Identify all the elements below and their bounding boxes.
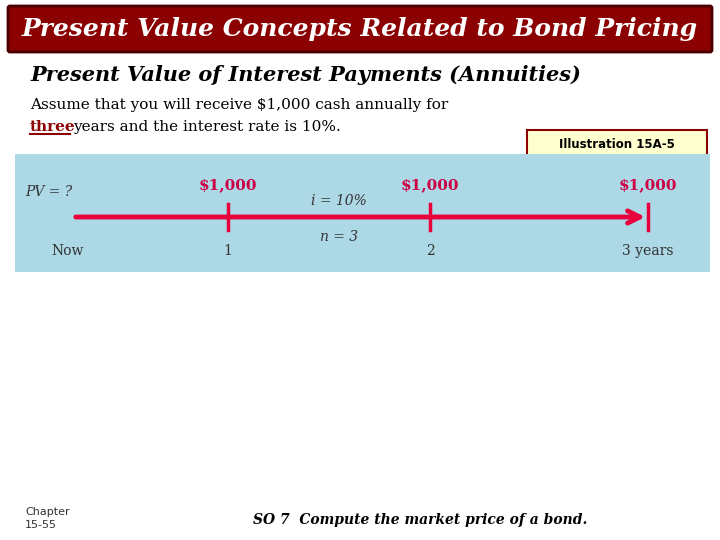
Text: n = 3: n = 3 xyxy=(320,230,358,244)
Text: three: three xyxy=(30,120,76,134)
Text: 15-55: 15-55 xyxy=(25,520,57,530)
FancyBboxPatch shape xyxy=(15,154,710,272)
Text: SO 7  Compute the market price of a bond.: SO 7 Compute the market price of a bond. xyxy=(253,513,588,527)
Text: $1,000: $1,000 xyxy=(199,178,257,192)
Text: Illustration 15A-5: Illustration 15A-5 xyxy=(559,138,675,151)
Text: 2: 2 xyxy=(426,244,434,258)
Text: Chapter: Chapter xyxy=(25,507,70,517)
FancyBboxPatch shape xyxy=(8,6,712,52)
Text: PV = ?: PV = ? xyxy=(25,185,72,199)
Text: years and the interest rate is 10%.: years and the interest rate is 10%. xyxy=(73,120,341,134)
Text: Now: Now xyxy=(52,244,84,258)
Text: 1: 1 xyxy=(224,244,233,258)
Text: $1,000: $1,000 xyxy=(618,178,678,192)
Text: $1,000: $1,000 xyxy=(401,178,459,192)
Text: Assume that you will receive $1,000 cash annually for: Assume that you will receive $1,000 cash… xyxy=(30,98,449,112)
FancyBboxPatch shape xyxy=(527,130,707,158)
Text: Present Value of Interest Payments (Annuities): Present Value of Interest Payments (Annu… xyxy=(30,65,581,85)
Text: 3 years: 3 years xyxy=(622,244,674,258)
Text: Present Value Concepts Related to Bond Pricing: Present Value Concepts Related to Bond P… xyxy=(22,17,698,41)
Text: i = 10%: i = 10% xyxy=(311,194,367,208)
